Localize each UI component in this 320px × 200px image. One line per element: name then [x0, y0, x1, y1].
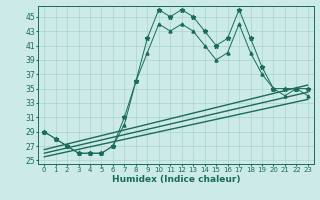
X-axis label: Humidex (Indice chaleur): Humidex (Indice chaleur): [112, 175, 240, 184]
